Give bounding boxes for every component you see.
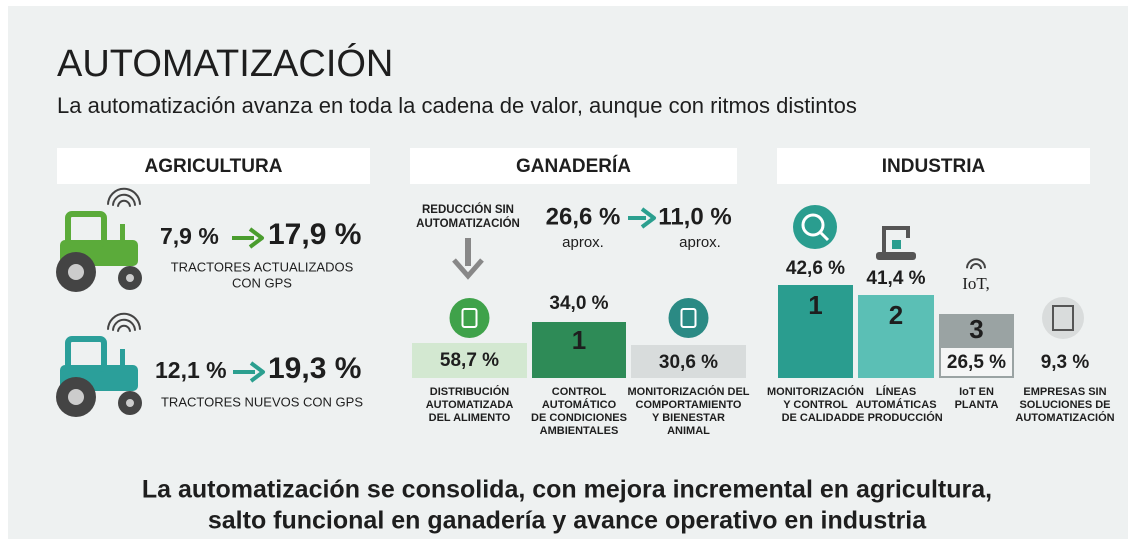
item-label: IoT EN (959, 386, 994, 398)
arrow-icon (249, 361, 265, 383)
row-label: TRACTORES ACTUALIZADOS (171, 259, 354, 274)
tractor-icon (65, 336, 107, 372)
icon (449, 298, 490, 338)
item-label: EMPRESAS SIN (1023, 386, 1106, 398)
item-label: AUTOMATIZACIÓN (1015, 411, 1114, 424)
value-to: 19,3 % (268, 352, 361, 385)
item-label: AUTOMÁTICAS (855, 398, 936, 411)
bar (778, 285, 853, 378)
conclusion: La automatización se consolida, con mejo… (142, 476, 992, 504)
value-from: 12,1 % (155, 357, 227, 383)
arrow-icon (640, 207, 656, 229)
rank: 3 (969, 314, 983, 344)
value-from: 7,9 % (160, 223, 219, 249)
wifi-icon (117, 324, 131, 332)
item-label: CONTROL (552, 386, 607, 398)
building-icon (1052, 305, 1074, 331)
row-label: CON GPS (232, 275, 292, 290)
value-label: 41,4 % (866, 268, 925, 289)
wifi-icon (112, 318, 136, 331)
value-note: aprox. (562, 234, 604, 251)
item-label: PLANTA (955, 399, 999, 411)
item-label: ANIMAL (667, 425, 710, 437)
value-label: 26,5 % (947, 352, 1006, 373)
item-label: DE PRODUCCIÓN (849, 411, 943, 424)
icon (801, 213, 825, 237)
icon (668, 298, 709, 338)
rank: 1 (808, 290, 822, 320)
conclusion: salto funcional en ganadería y avance op… (208, 507, 927, 535)
value-box (941, 348, 1012, 376)
down-arrow (465, 238, 471, 266)
tractor-icon (120, 349, 125, 367)
bar (631, 345, 746, 378)
value-from: 26,6 % (546, 203, 621, 230)
value-label: 42,6 % (786, 258, 845, 279)
item-label: DE CONDICIONES (531, 412, 627, 424)
item-label: Y CONTROL (783, 399, 848, 411)
iot-icon: IoT, (962, 274, 990, 293)
row-label: TRACTORES NUEVOS CON GPS (161, 394, 363, 409)
section-header: GANADERÍA (516, 155, 631, 177)
icon (819, 231, 830, 242)
icon (680, 308, 697, 328)
value-label: 58,7 % (440, 350, 499, 371)
wifi-icon (112, 193, 136, 206)
value-note: aprox. (679, 234, 721, 251)
note: AUTOMATIZACIÓN (416, 217, 520, 230)
item-label: DISTRIBUCIÓN (430, 385, 510, 398)
item-label: MONITORIZACIÓN DEL (627, 385, 749, 398)
arrow-icon (248, 227, 264, 249)
item-label: AUTOMÁTICO (542, 398, 617, 411)
wifi-icon (107, 312, 141, 330)
wifi-icon (970, 263, 982, 270)
item-label: MONITORIZACIÓN (767, 385, 864, 398)
robot-icon (882, 226, 910, 252)
tractor-icon (65, 211, 107, 247)
background (8, 6, 1128, 539)
bar (858, 295, 934, 378)
item-label: LÍNEAS (876, 385, 916, 398)
section-header: AGRICULTURA (145, 156, 283, 177)
value-to: 11,0 % (658, 203, 731, 230)
item-label: Y BIENESTAR (652, 412, 725, 424)
value-label: 30,6 % (659, 352, 718, 373)
section-header: INDUSTRIA (882, 156, 986, 177)
bar (412, 343, 527, 378)
tractor-icon (68, 264, 84, 280)
item-label: COMPORTAMIENTO (636, 399, 742, 411)
wifi-icon (107, 187, 141, 205)
value-to: 17,9 % (268, 218, 361, 251)
note: REDUCCIÓN SIN (422, 203, 514, 216)
wifi-icon (966, 258, 986, 269)
section-header-box (57, 148, 370, 184)
robot-icon (892, 240, 901, 249)
tractor-icon (126, 274, 134, 282)
title: AUTOMATIZACIÓN (57, 42, 393, 85)
down-arrow (452, 258, 484, 280)
item-label: DEL ALIMENTO (429, 412, 511, 424)
item-label: AMBIENTALES (540, 425, 619, 437)
rank: 1 (572, 325, 586, 355)
wifi-icon (117, 199, 131, 207)
bar (532, 322, 626, 378)
value-label: 34,0 % (549, 293, 608, 314)
section-header-box (410, 148, 737, 184)
icon (1042, 297, 1084, 339)
section-header-box (777, 148, 1090, 184)
item-label: DE CALIDAD (782, 412, 850, 424)
subtitle: La automatización avanza en toda la cade… (57, 93, 857, 118)
robot-icon (876, 252, 916, 260)
value-label: 9,3 % (1041, 352, 1090, 373)
rank: 2 (889, 300, 903, 330)
icon (461, 308, 478, 328)
icon (793, 205, 837, 249)
item-label: AUTOMATIZADA (426, 399, 514, 411)
tractor-icon (120, 224, 125, 242)
tractor-icon (126, 399, 134, 407)
item-label: SOLUCIONES DE (1019, 399, 1110, 411)
tractor-icon (68, 389, 84, 405)
